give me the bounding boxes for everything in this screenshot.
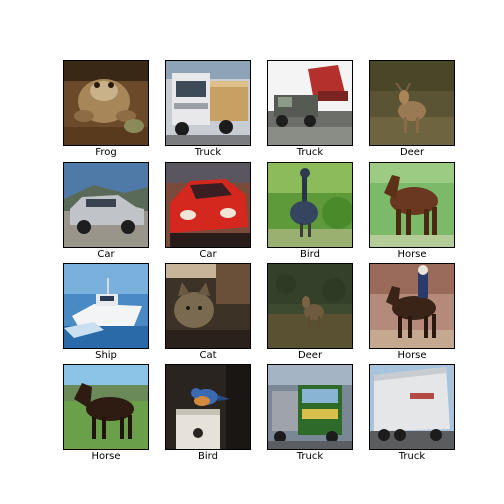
truck-thumbnail	[369, 364, 455, 450]
truck-thumbnail	[267, 364, 353, 450]
grid-cell-frog: Frog	[63, 60, 149, 162]
image-label: Horse	[397, 249, 427, 260]
image-label: Truck	[194, 147, 222, 158]
grid-cell-car: Car	[63, 162, 149, 264]
image-label: Frog	[95, 147, 117, 158]
grid-cell-truck: Truck	[267, 364, 353, 466]
image-label: Deer	[399, 147, 425, 158]
image-label: Car	[199, 249, 217, 260]
grid-cell-horse: Horse	[369, 263, 455, 365]
deer-thumbnail	[267, 263, 353, 349]
grid-cell-bird: Bird	[267, 162, 353, 264]
image-label: Bird	[198, 451, 218, 462]
image-label: Truck	[296, 147, 324, 158]
image-label: Horse	[397, 350, 427, 361]
grid-cell-deer: Deer	[267, 263, 353, 365]
bird-thumbnail	[165, 364, 251, 450]
cat-thumbnail	[165, 263, 251, 349]
ship-thumbnail	[63, 263, 149, 349]
grid-cell-car: Car	[165, 162, 251, 264]
grid-cell-bird: Bird	[165, 364, 251, 466]
truck-thumbnail	[267, 60, 353, 146]
grid-cell-horse: Horse	[63, 364, 149, 466]
horse-thumbnail	[369, 263, 455, 349]
image-label: Truck	[398, 451, 426, 462]
frog-thumbnail	[63, 60, 149, 146]
car-thumbnail	[63, 162, 149, 248]
grid-cell-ship: Ship	[63, 263, 149, 365]
truck-thumbnail	[165, 60, 251, 146]
image-label: Deer	[297, 350, 323, 361]
grid-cell-truck: Truck	[369, 364, 455, 466]
car-thumbnail	[165, 162, 251, 248]
horse-thumbnail	[369, 162, 455, 248]
grid-cell-truck: Truck	[267, 60, 353, 162]
bird-thumbnail	[267, 162, 353, 248]
image-label: Cat	[199, 350, 217, 361]
deer-thumbnail	[369, 60, 455, 146]
image-label: Car	[97, 249, 115, 260]
image-label: Ship	[95, 350, 117, 361]
image-label: Horse	[91, 451, 121, 462]
grid-cell-cat: Cat	[165, 263, 251, 365]
grid-cell-deer: Deer	[369, 60, 455, 162]
horse-thumbnail	[63, 364, 149, 450]
grid-cell-horse: Horse	[369, 162, 455, 264]
image-label: Bird	[300, 249, 320, 260]
grid-cell-truck: Truck	[165, 60, 251, 162]
image-label: Truck	[296, 451, 324, 462]
